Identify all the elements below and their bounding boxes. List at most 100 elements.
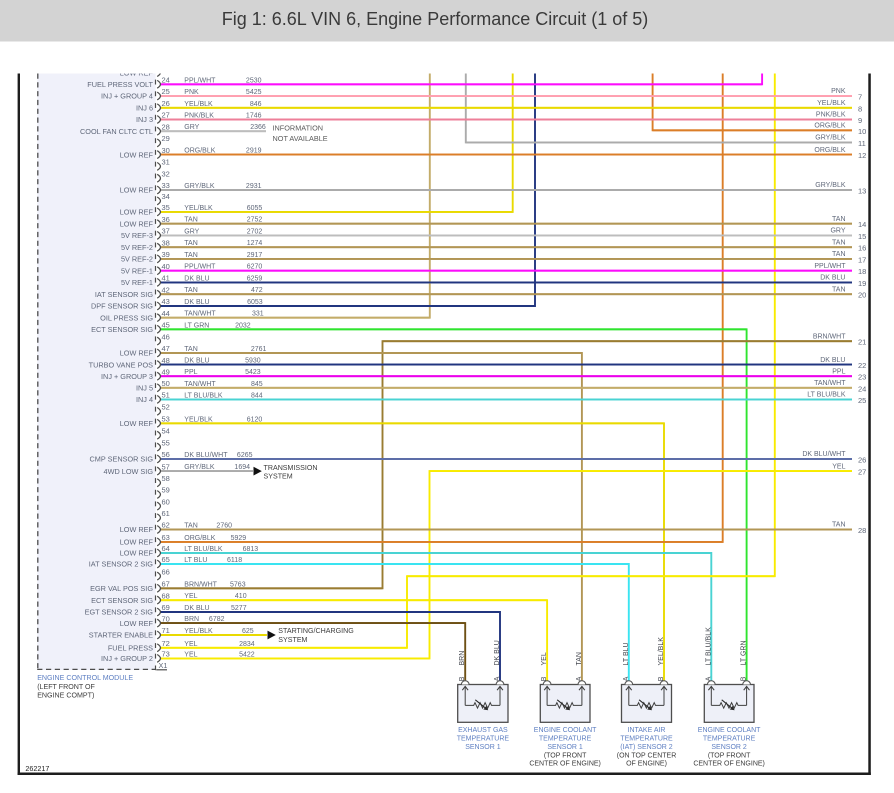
svg-text:TRANSMISSION: TRANSMISSION	[264, 464, 318, 472]
svg-text:STARTING/CHARGING: STARTING/CHARGING	[278, 627, 353, 635]
svg-text:59: 59	[162, 486, 170, 495]
svg-text:B: B	[741, 676, 748, 681]
svg-text:LOW REF: LOW REF	[120, 349, 154, 358]
svg-text:LOW REF: LOW REF	[120, 186, 154, 195]
svg-text:YEL: YEL	[184, 641, 197, 648]
svg-text:410: 410	[235, 593, 247, 600]
svg-text:472: 472	[251, 287, 263, 294]
svg-text:YEL/BLK: YEL/BLK	[658, 637, 665, 666]
svg-text:73: 73	[162, 650, 170, 659]
svg-text:(IAT) SENSOR 2: (IAT) SENSOR 2	[620, 744, 672, 751]
svg-text:13: 13	[858, 187, 866, 196]
svg-text:LOW REF: LOW REF	[120, 208, 154, 217]
svg-text:PPL/WHT: PPL/WHT	[184, 264, 216, 271]
svg-text:30: 30	[162, 146, 170, 155]
svg-text:2032: 2032	[235, 322, 251, 329]
svg-text:5423: 5423	[245, 369, 261, 376]
svg-text:49: 49	[162, 367, 170, 376]
svg-text:PNK/BLK: PNK/BLK	[184, 113, 214, 120]
svg-text:29: 29	[162, 134, 170, 143]
svg-text:43: 43	[162, 297, 170, 306]
svg-text:SENSOR 1: SENSOR 1	[465, 744, 501, 751]
svg-text:16: 16	[858, 244, 866, 253]
svg-text:TAN: TAN	[184, 217, 197, 224]
svg-text:EXHAUST GAS: EXHAUST GAS	[458, 727, 508, 734]
svg-text:INFORMATION: INFORMATION	[273, 123, 324, 132]
svg-text:A: A	[623, 676, 630, 681]
svg-text:46: 46	[162, 332, 170, 341]
svg-text:62: 62	[162, 521, 170, 530]
svg-text:2366: 2366	[250, 124, 266, 131]
svg-text:51: 51	[162, 391, 170, 400]
svg-text:63: 63	[162, 533, 170, 542]
svg-text:TAN: TAN	[832, 251, 845, 258]
svg-text:2917: 2917	[247, 252, 263, 259]
svg-text:A: A	[576, 676, 583, 681]
svg-text:6055: 6055	[247, 205, 263, 212]
svg-text:846: 846	[250, 101, 262, 108]
svg-text:31: 31	[162, 158, 170, 167]
svg-text:5V REF-1: 5V REF-1	[121, 278, 153, 287]
svg-text:PNK: PNK	[831, 88, 846, 95]
svg-text:IAT SENSOR 2 SIG: IAT SENSOR 2 SIG	[89, 560, 154, 569]
svg-text:EGT SENSOR 2 SIG: EGT SENSOR 2 SIG	[85, 608, 154, 617]
svg-text:ENGINE COMPT): ENGINE COMPT)	[37, 691, 94, 699]
svg-text:72: 72	[162, 639, 170, 648]
svg-text:7: 7	[858, 93, 862, 102]
svg-text:PPL/WHT: PPL/WHT	[814, 263, 846, 270]
svg-text:5V REF-2: 5V REF-2	[121, 255, 153, 264]
svg-text:LT GRN: LT GRN	[184, 322, 209, 329]
svg-text:PNK/BLK: PNK/BLK	[816, 112, 846, 119]
svg-text:2760: 2760	[216, 523, 232, 530]
svg-text:5930: 5930	[245, 358, 261, 365]
svg-text:262217: 262217	[25, 764, 49, 773]
svg-text:24: 24	[162, 76, 170, 85]
svg-text:DK BLU/WHT: DK BLU/WHT	[802, 451, 846, 458]
svg-text:56: 56	[162, 450, 170, 459]
svg-text:68: 68	[162, 591, 170, 600]
svg-text:B: B	[459, 676, 466, 681]
svg-text:INJ 3: INJ 3	[136, 115, 153, 124]
svg-text:(TOP FRONT: (TOP FRONT	[544, 752, 587, 759]
svg-text:5V REF-1: 5V REF-1	[121, 266, 153, 275]
svg-text:15: 15	[858, 232, 866, 241]
svg-text:5425: 5425	[246, 89, 262, 96]
svg-text:6120: 6120	[247, 416, 263, 423]
svg-text:LOW REF: LOW REF	[120, 150, 154, 159]
svg-text:INJ + GROUP 2: INJ + GROUP 2	[101, 654, 153, 663]
svg-text:55: 55	[162, 438, 170, 447]
svg-text:(TOP FRONT: (TOP FRONT	[708, 752, 751, 759]
svg-text:TURBO VANE POS: TURBO VANE POS	[89, 360, 153, 369]
svg-text:TAN: TAN	[184, 346, 197, 353]
svg-text:EGR VAL POS SIG: EGR VAL POS SIG	[90, 584, 153, 593]
svg-text:INJ 4: INJ 4	[136, 395, 153, 404]
svg-text:42: 42	[162, 285, 170, 294]
svg-text:40: 40	[162, 262, 170, 271]
svg-text:COOL FAN CLTC CTL: COOL FAN CLTC CTL	[80, 127, 153, 136]
svg-text:58: 58	[162, 474, 170, 483]
svg-text:331: 331	[252, 311, 264, 318]
svg-text:YEL/BLK: YEL/BLK	[184, 101, 213, 108]
svg-text:ENGINE COOLANT: ENGINE COOLANT	[534, 727, 597, 734]
svg-text:LT BLU: LT BLU	[184, 557, 207, 564]
svg-text:57: 57	[162, 462, 170, 471]
svg-text:BRN: BRN	[459, 651, 466, 666]
svg-text:Fig 1: 6.6L VIN 6, Engine Perf: Fig 1: 6.6L VIN 6, Engine Performance Ci…	[222, 9, 649, 29]
svg-text:GRY/BLK: GRY/BLK	[184, 464, 215, 471]
svg-text:INJ 5: INJ 5	[136, 384, 153, 393]
svg-text:37: 37	[162, 227, 170, 236]
svg-text:69: 69	[162, 603, 170, 612]
svg-text:6118: 6118	[227, 557, 242, 564]
svg-text:ENGINE CONTROL MODULE: ENGINE CONTROL MODULE	[37, 674, 133, 682]
svg-text:ORG/BLK: ORG/BLK	[184, 148, 215, 155]
svg-text:18: 18	[858, 267, 866, 276]
svg-text:SYSTEM: SYSTEM	[278, 636, 307, 644]
svg-text:48: 48	[162, 356, 170, 365]
svg-text:50: 50	[162, 379, 170, 388]
svg-text:YEL/BLK: YEL/BLK	[184, 628, 213, 635]
svg-text:2752: 2752	[247, 217, 263, 224]
svg-text:LT BLU/BLK: LT BLU/BLK	[184, 392, 223, 399]
svg-text:IAT SENSOR SIG: IAT SENSOR SIG	[95, 290, 153, 299]
svg-text:OF ENGINE): OF ENGINE)	[626, 761, 667, 768]
svg-text:26: 26	[162, 99, 170, 108]
